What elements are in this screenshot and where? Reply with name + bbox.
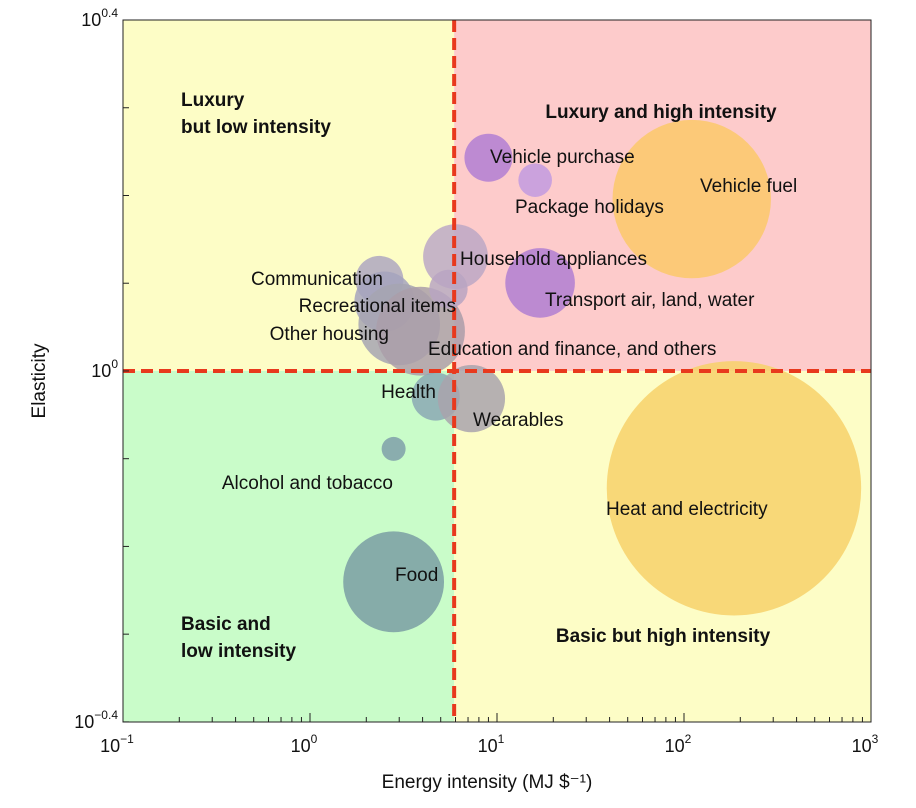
point-label-heat-and-electricity: Heat and electricity	[606, 499, 768, 520]
quadrant-basic-high-label: Basic but high intensity	[556, 626, 771, 647]
y-tick-label: 100.4	[81, 6, 118, 30]
x-tick-label: 10−1	[100, 732, 134, 756]
point-label-communication: Communication	[251, 269, 383, 290]
x-tick-exponent: 2	[685, 732, 692, 746]
y-tick-exponent: 0.4	[101, 6, 118, 20]
point-label-health: Health	[381, 382, 436, 403]
y-tick-base: 10	[74, 712, 94, 732]
quadrant-luxury-low-label: Luxury but low intensity	[181, 90, 331, 138]
point-label-recreational-items: Recreational items	[299, 296, 456, 317]
x-tick-label: 103	[852, 732, 879, 756]
y-tick-label: 10−0.4	[74, 708, 118, 732]
x-tick-exponent: −1	[120, 732, 134, 746]
x-tick-exponent: 1	[498, 732, 505, 746]
point-label-package-holidays: Package holidays	[515, 197, 664, 218]
bubble-vehicle-purchase	[464, 133, 513, 182]
point-label-transport-air-land-water: Transport air, land, water	[545, 290, 755, 311]
x-tick-label: 102	[665, 732, 692, 756]
quadrant-label-line: but low intensity	[181, 117, 331, 138]
bubble-vehicle-fuel	[612, 119, 771, 279]
bubble-package-holidays	[518, 163, 552, 197]
point-label-other-housing: Other housing	[270, 324, 389, 345]
point-label-education-and-finance-and-others: Education and finance, and others	[428, 339, 716, 360]
y-tick-base: 10	[91, 361, 111, 381]
threshold-lines	[123, 20, 871, 722]
x-tick-base: 10	[665, 736, 685, 756]
labels: Luxury but low intensity Luxury and high i…	[181, 90, 797, 662]
bubble-alcohol-and-tobacco	[381, 436, 406, 461]
quadrant-luxury-high-label: Luxury and high intensity	[545, 102, 777, 123]
point-label-alcohol-and-tobacco: Alcohol and tobacco	[222, 473, 393, 494]
bubble-unlabeled-9	[429, 269, 468, 309]
bubble-layer	[343, 119, 862, 633]
quadrant-label-line: low intensity	[181, 641, 297, 662]
bubble-heat-and-electricity	[606, 361, 862, 616]
x-tick-base: 10	[478, 736, 498, 756]
point-label-vehicle-fuel: Vehicle fuel	[700, 176, 797, 197]
point-label-vehicle-purchase: Vehicle purchase	[490, 147, 635, 168]
x-tick-base: 10	[100, 736, 120, 756]
quadrant-label-line: Luxury	[181, 90, 245, 111]
quadrant-label-line: Luxury and high intensity	[545, 102, 777, 123]
x-tick-base: 10	[291, 736, 311, 756]
point-label-food: Food	[395, 565, 438, 586]
y-tick-exponent: −0.4	[94, 708, 118, 722]
x-axis-label: Energy intensity (MJ $⁻¹)	[382, 772, 593, 793]
y-axis-label: Elasticity	[29, 343, 50, 418]
bubble-transport-air-land-water	[505, 248, 575, 318]
y-tick-exponent: 0	[111, 357, 118, 371]
x-tick-exponent: 0	[311, 732, 318, 746]
bubble-education-and-finance-and-others	[376, 286, 465, 376]
y-tick-label: 100	[91, 357, 118, 381]
x-tick-exponent: 3	[872, 732, 879, 746]
x-tick-label: 100	[291, 732, 318, 756]
x-tick-label: 101	[478, 732, 505, 756]
quadrant-label-line: Basic and	[181, 614, 271, 635]
quadrant-label-line: Basic but high intensity	[556, 626, 771, 647]
point-label-household-appliances: Household appliances	[460, 249, 647, 270]
x-tick-base: 10	[852, 736, 872, 756]
bubble-food	[343, 531, 445, 633]
quadrant-basic-low-label: Basic and low intensity	[181, 614, 297, 662]
point-label-wearables: Wearables	[473, 410, 563, 431]
y-tick-base: 10	[81, 10, 101, 30]
